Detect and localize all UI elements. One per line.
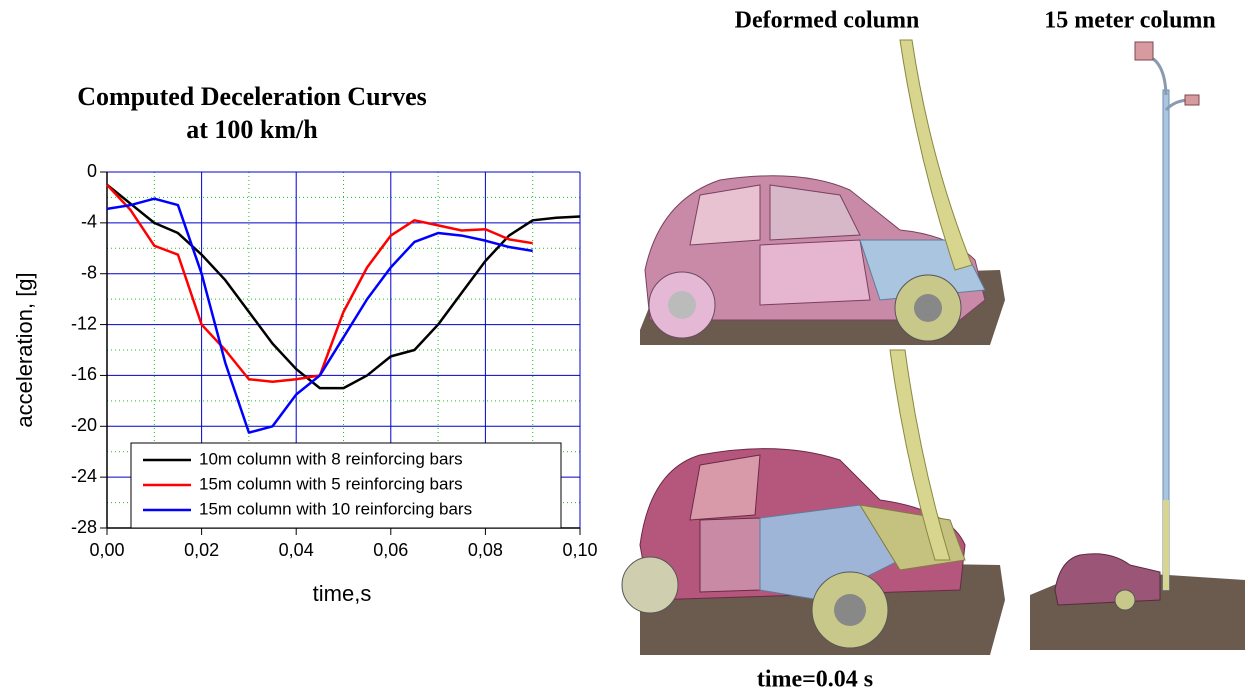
series-line [107,199,533,433]
y-tick-label: -4 [81,212,97,232]
y-tick-label: -8 [81,262,97,282]
legend-label: 10m column with 8 reinforcing bars [199,449,463,468]
legend-label: 15m column with 5 reinforcing bars [199,474,463,493]
column-panel [1030,42,1245,650]
y-tick-label: -28 [71,517,97,537]
chart-subtitle: at 100 km/h [186,115,318,144]
y-tick-label: 0 [87,161,97,181]
time-label: time=0.04 s [757,667,873,693]
deformed-car-bottom [622,350,1005,655]
x-axis-label: time,s [313,581,372,606]
x-tick-label: 0,02 [184,540,219,560]
plot: 0,00 0,02 0,04 0,06 0,08 0,10 0 -4 -8 -12 -16 -20 -2… [71,161,598,560]
panel-title: Deformed column [735,8,920,34]
x-tick-label: 0,10 [562,540,597,560]
panel-title: 15 meter column [1044,8,1216,34]
figure: Computed Deceleration Curves at 100 km/h… [0,0,1248,696]
x-tick-label: 0,00 [89,540,124,560]
x-tick-label: 0,08 [468,540,503,560]
series-line [107,185,580,388]
x-tick-label: 0,06 [373,540,408,560]
x-tick-label: 0,04 [279,540,314,560]
y-tick-label: -12 [71,313,97,333]
legend-label: 15m column with 10 reinforcing bars [199,499,472,518]
deformed-car-top [640,40,1005,345]
chart-title: Computed Deceleration Curves [77,82,427,111]
y-axis-label: acceleration, [g] [12,272,37,427]
y-tick-label: -20 [71,415,97,435]
y-tick-label: -16 [71,364,97,384]
y-tick-label: -24 [71,466,97,486]
